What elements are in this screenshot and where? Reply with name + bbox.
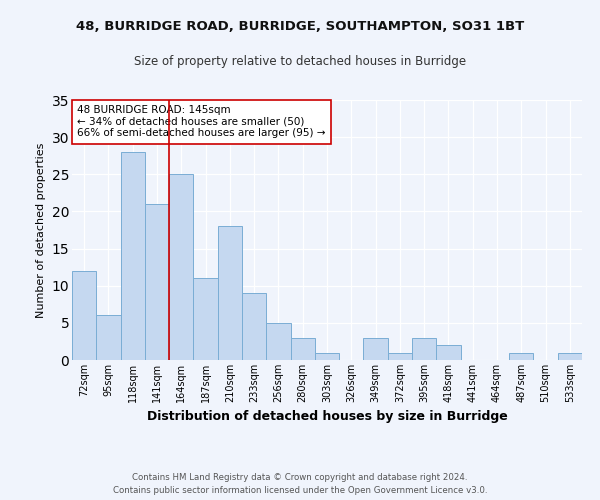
Bar xyxy=(412,338,436,360)
Bar xyxy=(145,204,169,360)
Text: Contains HM Land Registry data © Crown copyright and database right 2024.
Contai: Contains HM Land Registry data © Crown c… xyxy=(113,474,487,495)
Bar xyxy=(436,345,461,360)
Y-axis label: Number of detached properties: Number of detached properties xyxy=(36,142,46,318)
Bar xyxy=(72,271,96,360)
Bar xyxy=(290,338,315,360)
Bar xyxy=(121,152,145,360)
Bar xyxy=(242,293,266,360)
Bar xyxy=(315,352,339,360)
Text: 48, BURRIDGE ROAD, BURRIDGE, SOUTHAMPTON, SO31 1BT: 48, BURRIDGE ROAD, BURRIDGE, SOUTHAMPTON… xyxy=(76,20,524,33)
Text: Size of property relative to detached houses in Burridge: Size of property relative to detached ho… xyxy=(134,55,466,68)
Bar xyxy=(266,323,290,360)
Bar xyxy=(509,352,533,360)
Bar xyxy=(364,338,388,360)
Bar xyxy=(96,316,121,360)
Bar xyxy=(558,352,582,360)
Bar xyxy=(169,174,193,360)
Bar xyxy=(218,226,242,360)
Bar xyxy=(388,352,412,360)
Bar xyxy=(193,278,218,360)
Text: 48 BURRIDGE ROAD: 145sqm
← 34% of detached houses are smaller (50)
66% of semi-d: 48 BURRIDGE ROAD: 145sqm ← 34% of detach… xyxy=(77,105,326,138)
X-axis label: Distribution of detached houses by size in Burridge: Distribution of detached houses by size … xyxy=(146,410,508,424)
